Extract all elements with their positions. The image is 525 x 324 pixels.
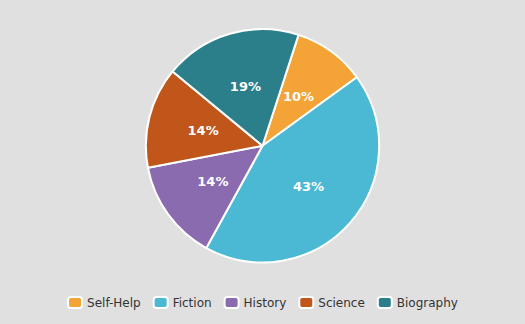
svg-text:Self-Help: Self-Help	[87, 296, 141, 310]
svg-text:10%: 10%	[283, 89, 314, 104]
svg-text:Biography: Biography	[397, 296, 458, 310]
svg-text:History: History	[244, 296, 287, 310]
svg-text:43%: 43%	[293, 179, 324, 194]
svg-text:14%: 14%	[188, 123, 219, 138]
svg-text:Science: Science	[318, 296, 365, 310]
svg-text:14%: 14%	[197, 174, 228, 189]
svg-text:Fiction: Fiction	[173, 296, 212, 310]
svg-text:19%: 19%	[230, 79, 261, 94]
